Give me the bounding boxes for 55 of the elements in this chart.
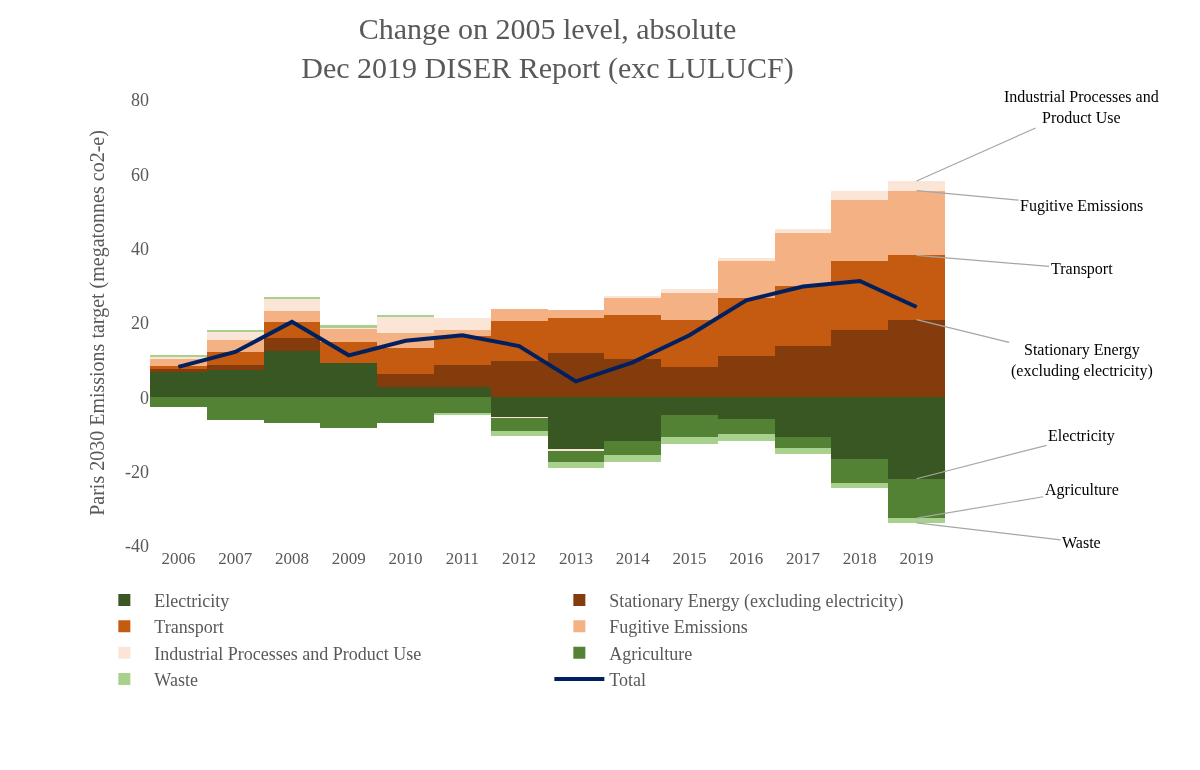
x-tick-label: 2012 xyxy=(502,549,537,568)
x-tick-label: 2018 xyxy=(842,549,877,568)
x-tick-label: 2017 xyxy=(786,549,821,568)
legend-label: Stationary Energy (excluding electricity) xyxy=(609,590,904,612)
x-tick-label: 2009 xyxy=(331,549,366,568)
legend-label: Total xyxy=(609,670,647,691)
bar xyxy=(775,229,831,233)
annotation: Electricity xyxy=(1048,427,1115,445)
bar xyxy=(888,181,945,191)
x-tick-label: 2007 xyxy=(218,549,253,568)
x-tick-label: 2019 xyxy=(899,549,934,568)
bar xyxy=(718,258,775,261)
bar xyxy=(775,448,831,454)
y-tick-label: 20 xyxy=(131,313,149,334)
legend-label: Electricity xyxy=(154,590,230,611)
line-series xyxy=(176,279,919,384)
annotation: Transport xyxy=(1051,260,1114,278)
y-tick-label: -20 xyxy=(125,461,149,482)
bar xyxy=(831,191,888,200)
legend-label: Transport xyxy=(154,617,224,638)
x-tick-label: 2006 xyxy=(161,549,196,568)
annotation: Waste xyxy=(1062,534,1101,551)
legend-label: Industrial Processes and Product Use xyxy=(154,643,422,664)
annotation: Industrial Processes and Product Use xyxy=(1004,88,1159,126)
bar xyxy=(775,437,831,448)
y-tick-label: 40 xyxy=(131,238,149,259)
bar xyxy=(604,455,661,462)
bar xyxy=(264,298,320,311)
bar xyxy=(264,338,320,351)
bar xyxy=(888,518,945,523)
annotation: Agriculture xyxy=(1045,481,1119,499)
legend-label: Agriculture xyxy=(609,643,693,664)
bar xyxy=(661,289,718,293)
y-tick-label: 0 xyxy=(140,387,149,408)
annotation: Stationary Energy (excluding electricity) xyxy=(1011,341,1153,380)
y-tick-label: 80 xyxy=(131,90,149,111)
bar xyxy=(264,311,320,322)
y-axis-title: Paris 2030 Emissions target (megatonnes co2-e) xyxy=(85,130,109,516)
bar xyxy=(491,418,548,431)
bar xyxy=(831,483,888,488)
chart-title: Change on 2005 level, absolute Dec 2019 DISER Report (exc LULUCF) xyxy=(301,11,794,85)
x-tick-label: 2010 xyxy=(388,549,423,568)
y-tick-label: 60 xyxy=(131,164,149,185)
annotation: Fugitive Emissions xyxy=(1020,197,1144,215)
x-tick-label: 2016 xyxy=(729,549,764,568)
legend-label: Fugitive Emissions xyxy=(609,617,748,638)
bar xyxy=(548,462,604,468)
x-tick-label: 2015 xyxy=(672,549,707,568)
x-tick-label: 2014 xyxy=(615,549,651,568)
x-tick-label: 2013 xyxy=(558,549,593,568)
y-tick-label: -40 xyxy=(125,536,149,557)
legend-label: Waste xyxy=(154,670,198,691)
bar xyxy=(491,431,548,436)
x-tick-label: 2008 xyxy=(274,549,309,568)
x-tick-label: 2011 xyxy=(445,549,480,568)
